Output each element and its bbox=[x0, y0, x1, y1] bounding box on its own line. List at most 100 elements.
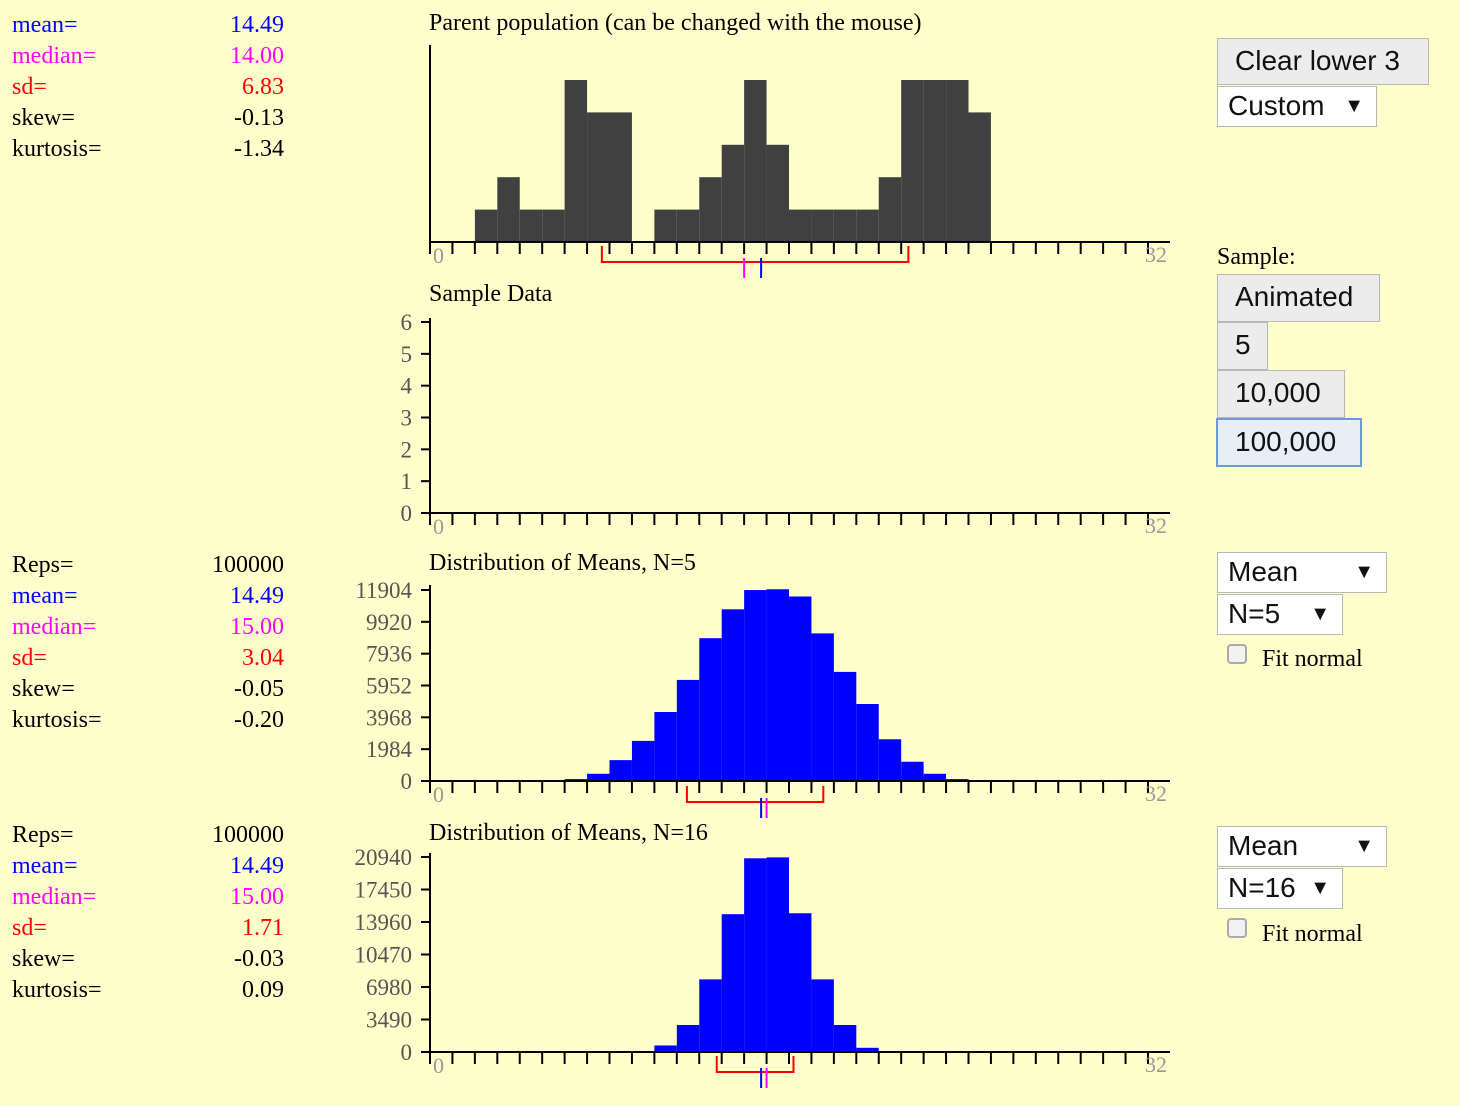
stat-value: -1.34 bbox=[234, 136, 284, 162]
histogram-bar bbox=[856, 1047, 879, 1052]
y-tick-label: 0 bbox=[401, 501, 413, 526]
stat-value: 14.49 bbox=[230, 853, 284, 879]
distribution-select[interactable]: Custom ▼ bbox=[1217, 86, 1377, 127]
means5-sd-row: sd= 3.04 bbox=[12, 643, 284, 674]
histogram-bar bbox=[721, 144, 745, 242]
stat-value: 14.49 bbox=[230, 583, 284, 609]
histogram-bar bbox=[833, 671, 857, 781]
fit-normal-2-label: Fit normal bbox=[1262, 921, 1363, 947]
statistic-select-1[interactable]: Mean ▼ bbox=[1217, 552, 1387, 593]
stat-value: -0.05 bbox=[234, 676, 284, 702]
histogram-bar bbox=[833, 1024, 857, 1052]
y-tick-label: 11904 bbox=[355, 578, 412, 603]
histogram-bar bbox=[699, 177, 722, 242]
y-tick-label: 3490 bbox=[366, 1008, 412, 1033]
y-tick-label: 0 bbox=[401, 769, 413, 794]
statistic-select-2[interactable]: Mean ▼ bbox=[1217, 826, 1387, 867]
means16-title: Distribution of Means, N=16 bbox=[429, 820, 708, 846]
histogram-bar bbox=[676, 1024, 700, 1052]
chevron-down-icon: ▼ bbox=[1344, 95, 1364, 117]
histogram-bar bbox=[946, 80, 969, 242]
parent-title: Parent population (can be changed with t… bbox=[429, 10, 922, 36]
histogram-bar bbox=[766, 144, 789, 242]
histogram-bar bbox=[744, 590, 767, 781]
stat-value: 14.49 bbox=[230, 12, 284, 38]
stat-value: -0.13 bbox=[234, 105, 284, 131]
x-axis-end-label: 32 bbox=[1145, 242, 1167, 267]
stat-value: 6.83 bbox=[242, 74, 284, 100]
sample-size-select-1[interactable]: N=5 ▼ bbox=[1217, 594, 1343, 635]
histogram-bar bbox=[587, 112, 610, 243]
histogram-bar bbox=[878, 739, 902, 781]
stat-label: skew= bbox=[12, 105, 75, 131]
y-tick-label: 1984 bbox=[366, 737, 413, 762]
histogram-bar bbox=[811, 633, 834, 781]
x-axis-start-label: 0 bbox=[433, 514, 444, 539]
stat-label: kurtosis= bbox=[12, 707, 102, 733]
histogram-bar bbox=[542, 209, 565, 242]
stat-label: median= bbox=[12, 614, 97, 640]
histogram-bar bbox=[587, 773, 610, 781]
histogram-bar bbox=[609, 112, 632, 243]
clear-lower-button[interactable]: Clear lower 3 bbox=[1217, 38, 1429, 85]
sample-title: Sample Data bbox=[429, 281, 553, 307]
fit-normal-2-checkbox[interactable] bbox=[1227, 918, 1247, 938]
y-tick-label: 5952 bbox=[366, 674, 412, 699]
histogram-bar bbox=[564, 80, 588, 242]
parent-sd-row: sd= 6.83 bbox=[12, 72, 284, 103]
means16-reps-row: Reps= 100000 bbox=[12, 820, 284, 851]
histogram-bar bbox=[519, 209, 543, 242]
y-tick-label: 10470 bbox=[355, 943, 413, 968]
means16-stats: Reps= 100000 mean= 14.49 median= 15.00 sd= 1… bbox=[12, 820, 284, 1006]
sample-5-button[interactable]: 5 bbox=[1217, 322, 1268, 370]
stat-label: sd= bbox=[12, 915, 47, 941]
fit-normal-1-checkbox[interactable] bbox=[1227, 644, 1247, 664]
stat-value: -0.20 bbox=[234, 707, 284, 733]
y-tick-label: 0 bbox=[401, 1040, 413, 1065]
histogram-bar bbox=[789, 596, 812, 781]
statistic-select-2-value: Mean bbox=[1228, 830, 1299, 861]
histogram-bar bbox=[699, 638, 722, 781]
y-tick-label: 7936 bbox=[366, 642, 412, 667]
fit-normal-1-label: Fit normal bbox=[1262, 646, 1363, 672]
stat-value: 14.00 bbox=[230, 43, 284, 69]
stat-label: median= bbox=[12, 43, 97, 69]
histogram-bar bbox=[901, 80, 924, 242]
y-tick-label: 6 bbox=[401, 310, 413, 335]
sample-10000-button[interactable]: 10,000 bbox=[1217, 370, 1345, 418]
y-tick-label: 17450 bbox=[355, 878, 413, 903]
stat-label: skew= bbox=[12, 676, 75, 702]
sd-bracket bbox=[685, 786, 825, 803]
stat-value: 0.09 bbox=[242, 977, 284, 1003]
sample-size-select-2[interactable]: N=16 ▼ bbox=[1217, 868, 1343, 909]
distribution-select-value: Custom bbox=[1228, 90, 1325, 121]
x-axis-end-label: 32 bbox=[1145, 781, 1167, 806]
means16-sd-row: sd= 1.71 bbox=[12, 913, 284, 944]
y-tick-label: 3 bbox=[401, 406, 413, 431]
animated-button[interactable]: Animated bbox=[1217, 274, 1380, 322]
stat-value: -0.03 bbox=[234, 946, 284, 972]
histogram-bar bbox=[789, 913, 812, 1052]
histogram-bar bbox=[968, 112, 991, 243]
stat-label: mean= bbox=[12, 12, 78, 38]
stat-label: kurtosis= bbox=[12, 136, 102, 162]
histogram-bar bbox=[766, 857, 789, 1052]
histogram-bar bbox=[901, 761, 924, 781]
stat-label: sd= bbox=[12, 645, 47, 671]
parent-kurtosis-row: kurtosis= -1.34 bbox=[12, 134, 284, 165]
histogram-bar bbox=[789, 209, 812, 242]
means16-kurtosis-row: kurtosis= 0.09 bbox=[12, 975, 284, 1006]
sample-100000-button[interactable]: 100,000 bbox=[1216, 418, 1362, 467]
parent-mean-row: mean= 14.49 bbox=[12, 10, 284, 41]
histogram-bar bbox=[676, 209, 700, 242]
sd-bracket bbox=[715, 1056, 795, 1073]
histogram-bar bbox=[676, 679, 700, 781]
histogram-bar bbox=[721, 609, 745, 781]
means5-mean-row: mean= 14.49 bbox=[12, 581, 284, 612]
stat-label: Reps= bbox=[12, 822, 74, 848]
histogram-bar bbox=[856, 209, 879, 242]
parent-median-row: median= 14.00 bbox=[12, 41, 284, 72]
